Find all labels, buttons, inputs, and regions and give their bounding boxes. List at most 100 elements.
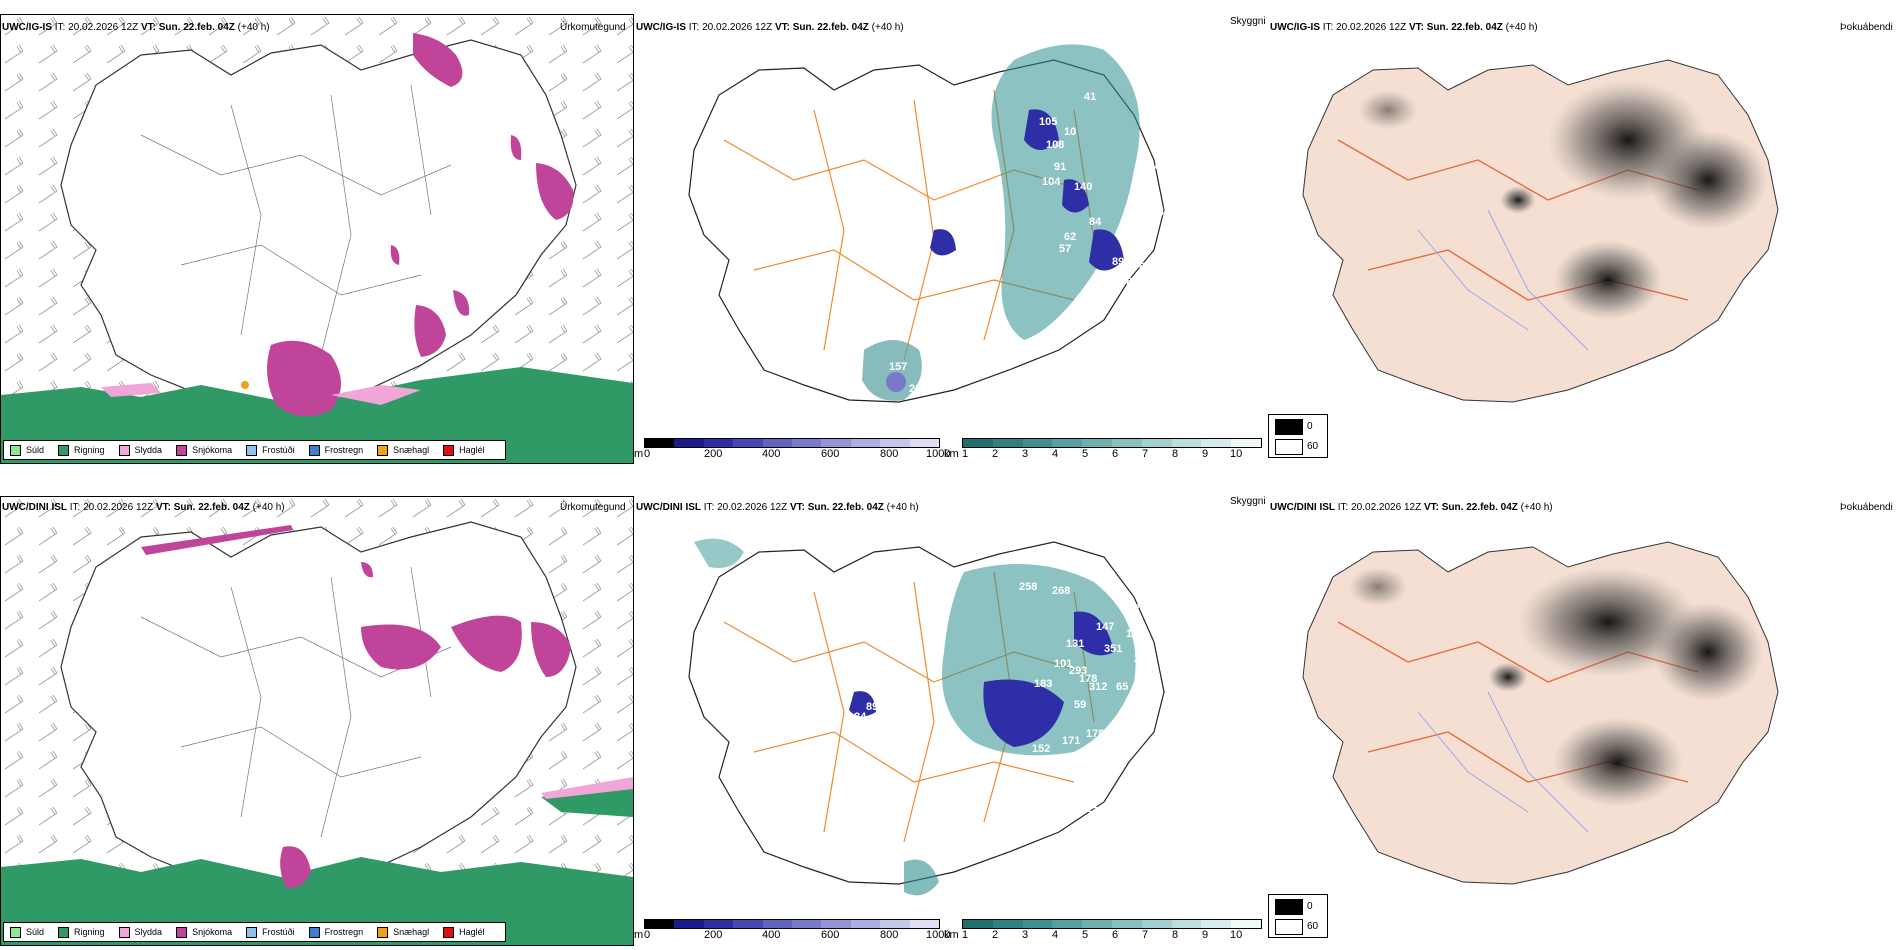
init-time: 20.02.2026 12Z [1351, 502, 1422, 513]
model-name: UWC/DINI ISL [636, 502, 701, 513]
height-colorbar-row1: 0 200 400 600 800 1000 [644, 438, 950, 462]
height-tick: 0 [644, 929, 651, 941]
visibility-title-row2: Skyggni [1230, 496, 1266, 507]
legend-swatch [246, 926, 258, 938]
roads [140, 84, 452, 356]
visibility-tick: 10 [1230, 448, 1243, 460]
precip-panel-row2: Súld Rigning Slydda Snjókoma Frostúði Fr… [0, 496, 634, 946]
cloud-base-label: 157 [889, 361, 907, 373]
legend-swatch [443, 926, 455, 938]
visibility-tick: 9 [1202, 929, 1209, 941]
legend-item: Rigning [58, 444, 105, 456]
low-cloud-area [886, 372, 906, 392]
legend-label: Slydda [134, 927, 163, 937]
cloud-base-label: 98 [1129, 231, 1141, 243]
visibility-tick: 2 [992, 929, 999, 941]
snow-area [510, 135, 522, 160]
visibility-tick: 7 [1142, 448, 1149, 460]
cloud-base-label: 14 [974, 241, 987, 253]
valid-time: Sun. 22.feb. 04Z [1426, 22, 1503, 33]
rivers [1417, 691, 1589, 833]
visibility-header-row2: UWC/DINI ISL IT: 20.02.2026 12Z VT: Sun.… [636, 502, 919, 514]
height-colorbar-swatches [644, 919, 940, 929]
legend-label: Haglél [459, 927, 485, 937]
legend-swatch [10, 926, 21, 938]
low-cloud-area [1089, 229, 1124, 271]
cloud-base-label: 91 [1054, 161, 1066, 173]
cloud-base-label: 68 [1139, 261, 1151, 273]
cloud-base-label: 312 [1089, 681, 1107, 693]
cloud-base-label: 131 [1066, 638, 1084, 650]
snow-area [453, 290, 470, 316]
precip-map-row2 [1, 497, 633, 945]
cloud-base-label: 101 [1054, 658, 1072, 670]
cloud-base-label: 258 [1019, 581, 1037, 593]
vt-prefix: VT: [155, 502, 171, 513]
cloud-base-label: 285 [909, 383, 927, 395]
fog-legend-row2: 0 60 [1268, 894, 1328, 938]
cloud-base-label: 171 [1062, 735, 1080, 747]
legend-item: Frostúði [246, 444, 295, 456]
cloud-base-label: 351 [1104, 643, 1122, 655]
sleet-area [541, 777, 633, 799]
low-cloud-area [930, 229, 956, 256]
fog-area [1553, 240, 1663, 320]
legend-item: Haglél [443, 926, 485, 938]
snow-area [413, 33, 463, 87]
roads [723, 571, 1095, 843]
fog-legend-row1: 0 60 [1268, 414, 1328, 458]
fog-title-row2: Þokuábendi [1840, 502, 1893, 513]
fog-area [1488, 662, 1528, 692]
cloud-base-label: 166 [1036, 761, 1054, 773]
fog-swatch [1275, 439, 1303, 455]
cloud-base-label: 178 [1086, 728, 1104, 740]
cloud-base-label: 119 [1152, 615, 1170, 627]
fog-map-row2 [1302, 541, 1779, 885]
legend-item: Frostúði [246, 926, 295, 938]
legend-swatch [246, 444, 258, 456]
cloud-base-label: 59 [1074, 699, 1086, 711]
fog-header-row1: UWC/IG-IS IT: 20.02.2026 12Z VT: Sun. 22… [1270, 22, 1538, 34]
legend-swatch [377, 926, 389, 938]
fog-area [1648, 130, 1768, 230]
valid-time: Sun. 22.feb. 04Z [792, 22, 869, 33]
fog-area [1358, 90, 1418, 130]
cloud-base-label: 164 [1166, 189, 1185, 201]
vt-prefix: VT: [1423, 502, 1439, 513]
legend-label: Snjókoma [192, 445, 233, 455]
fog-label: 0 [1307, 901, 1313, 912]
precip-header-row1: UWC/IG-IS IT: 20.02.2026 12Z VT: Sun. 22… [2, 22, 270, 34]
roads [140, 566, 452, 838]
init-time: 20.02.2026 12Z [717, 502, 788, 513]
fog-label: 60 [1307, 921, 1319, 932]
visibility-tick: 4 [1052, 929, 1059, 941]
low-cloud-area [1024, 109, 1059, 150]
height-tick: 0 [644, 448, 651, 460]
legend-item: Snæhagl [377, 444, 429, 456]
it-prefix: IT: [1337, 502, 1349, 513]
fog-map-row1 [1302, 59, 1779, 403]
cloud-base-label: 152 [1032, 743, 1050, 755]
cloud-base-label: 147 [1096, 621, 1114, 633]
low-cloud-area [1074, 611, 1114, 656]
fog-label: 0 [1307, 421, 1313, 432]
legend-label: Frostregn [324, 927, 364, 937]
visibility-tick: 2 [992, 448, 999, 460]
legend-label: Slydda [134, 445, 163, 455]
visibility-panel-row2: 84 89 258 268 107 195 165 119 147 131 351 138 101 183… [634, 512, 1274, 920]
it-prefix: IT: [69, 502, 81, 513]
legend-item: Frostregn [308, 926, 364, 938]
legend-label: Snæhagl [393, 927, 430, 937]
visibility-tick: 1 [962, 448, 969, 460]
cloud-base-label: 183 [1034, 678, 1052, 690]
legend-item: Súld [10, 926, 44, 938]
legend-swatch [443, 444, 455, 456]
fog-area [1500, 186, 1536, 214]
legend-item: Haglél [443, 444, 485, 456]
valid-time: Sun. 22.feb. 04Z [158, 22, 235, 33]
height-tick: 800 [880, 929, 899, 941]
fog-label: 60 [1307, 441, 1319, 452]
cloud-base-label: 88 [1126, 276, 1138, 288]
